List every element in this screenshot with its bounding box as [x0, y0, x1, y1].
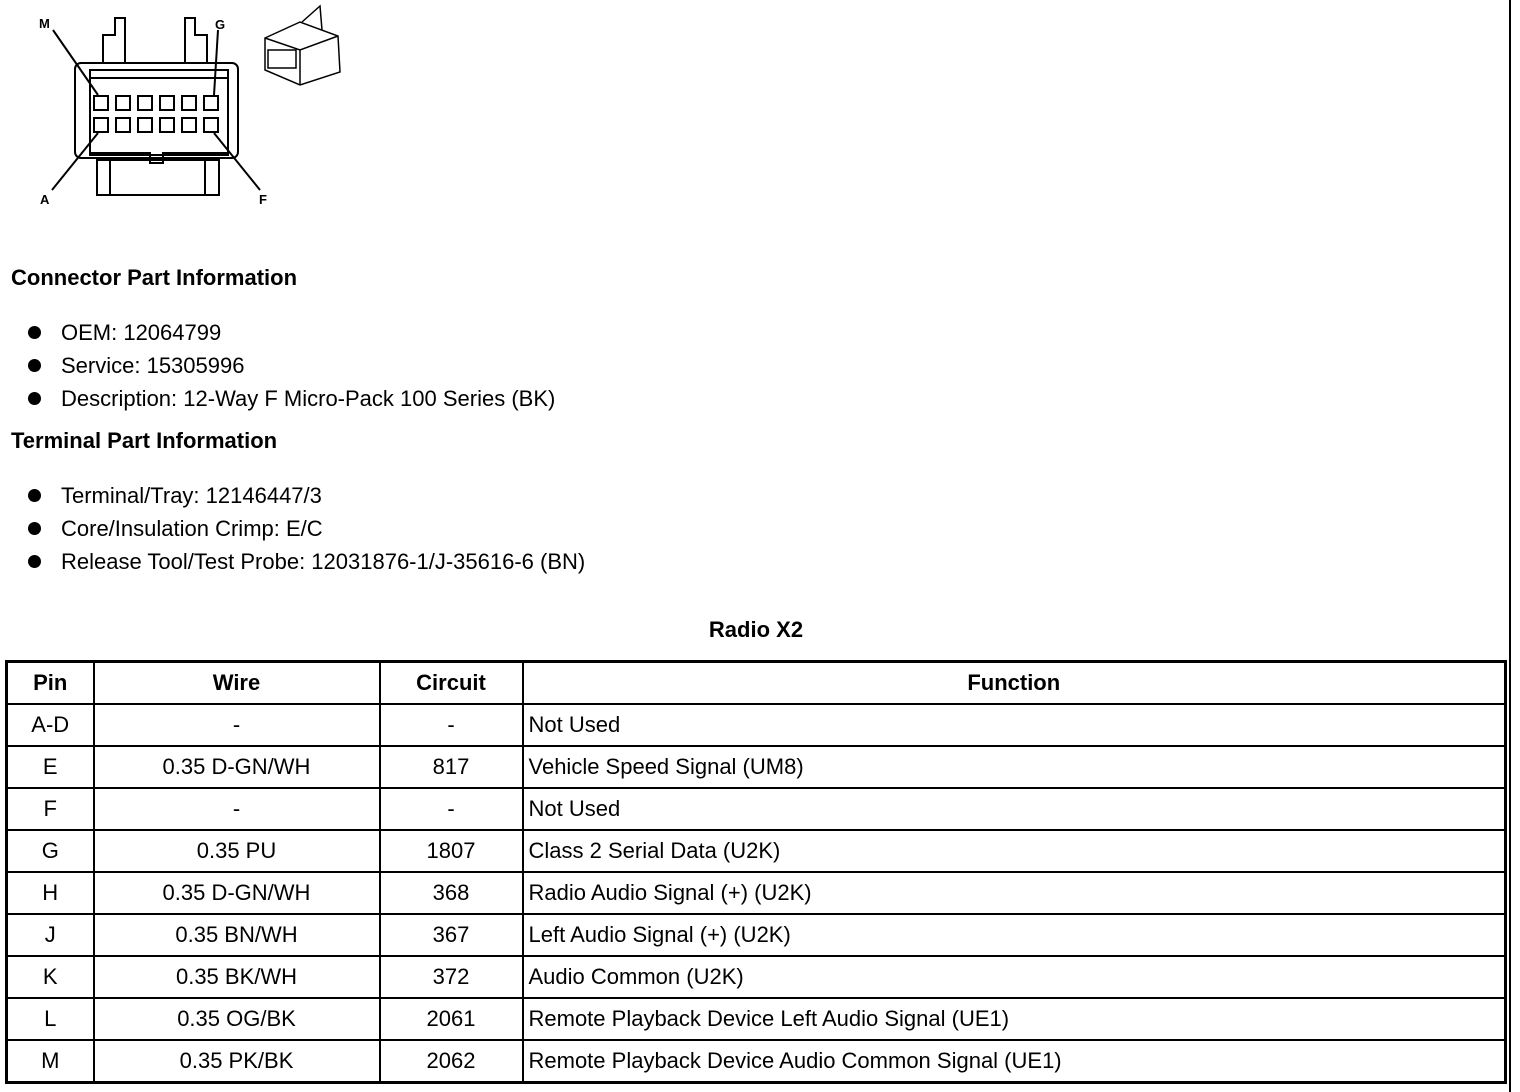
connector-info-heading: Connector Part Information	[11, 265, 298, 290]
cell-pin: K	[5, 955, 95, 999]
terminal-cavities	[93, 95, 219, 133]
bullet-icon	[28, 555, 41, 568]
terminal-info-list: Terminal/Tray: 12146447/3 Core/Insulatio…	[28, 479, 585, 578]
list-item: Core/Insulation Crimp: E/C	[28, 512, 585, 545]
cell-function: Not Used	[521, 787, 1507, 831]
item-text: Service: 15305996	[61, 353, 245, 378]
item-text: OEM: 12064799	[61, 320, 222, 345]
list-item: Release Tool/Test Probe: 12031876-1/J-35…	[28, 545, 585, 578]
label-a: A	[40, 192, 50, 207]
table-row: K 0.35 BK/WH 372 Audio Common (U2K)	[5, 955, 1507, 999]
table-row: H 0.35 D-GN/WH 368 Radio Audio Signal (+) (…	[5, 871, 1507, 915]
bullet-icon	[28, 359, 41, 372]
table-title: Radio X2	[708, 617, 804, 642]
list-item: Description: 12-Way F Micro-Pack 100 Ser…	[28, 382, 555, 415]
cell-pin: F	[5, 787, 95, 831]
table-row: G 0.35 PU 1807 Class 2 Serial Data (U2K)	[5, 829, 1507, 873]
cell-wire: -	[92, 787, 381, 831]
cell-function: Left Audio Signal (+) (U2K)	[521, 913, 1507, 957]
list-item: OEM: 12064799	[28, 316, 555, 349]
item-text: Terminal/Tray: 12146447/3	[61, 483, 322, 508]
connector-iso-icon	[264, 4, 341, 86]
cell-function: Radio Audio Signal (+) (U2K)	[521, 871, 1507, 915]
cell-circuit: 2062	[378, 1039, 524, 1084]
list-item: Terminal/Tray: 12146447/3	[28, 479, 585, 512]
item-text: Core/Insulation Crimp: E/C	[61, 516, 323, 541]
cell-circuit: -	[378, 703, 524, 747]
cell-wire: -	[92, 703, 381, 747]
cell-wire: 0.35 BK/WH	[92, 955, 381, 999]
cell-wire: 0.35 D-GN/WH	[92, 871, 381, 915]
cell-wire: 0.35 BN/WH	[92, 913, 381, 957]
list-item: Service: 15305996	[28, 349, 555, 382]
cell-wire: 0.35 D-GN/WH	[92, 745, 381, 789]
label-m: M	[39, 16, 50, 31]
table-row: M 0.35 PK/BK 2062 Remote Playback Device Au…	[5, 1039, 1507, 1084]
cell-function: Vehicle Speed Signal (UM8)	[521, 745, 1507, 789]
cell-pin: M	[5, 1039, 95, 1084]
pinout-table: Pin Wire Circuit Function A-D - - Not Used E…	[5, 660, 1507, 1084]
connector-drawing: M G A F	[39, 4, 341, 207]
cell-circuit: 1807	[378, 829, 524, 873]
label-f: F	[259, 192, 267, 207]
terminal-info-heading: Terminal Part Information	[11, 428, 278, 453]
header-circuit: Circuit	[378, 660, 524, 705]
cell-pin: A-D	[5, 703, 95, 747]
item-text: Description: 12-Way F Micro-Pack 100 Ser…	[61, 386, 556, 411]
cell-function: Audio Common (U2K)	[521, 955, 1507, 999]
cell-circuit: -	[378, 787, 524, 831]
table-row: F - - Not Used	[5, 787, 1507, 831]
cell-function: Class 2 Serial Data (U2K)	[521, 829, 1507, 873]
table-header-row: Pin Wire Circuit Function	[5, 660, 1507, 705]
table-row: L 0.35 OG/BK 2061 Remote Playback Device Le…	[5, 997, 1507, 1041]
cell-wire: 0.35 PK/BK	[92, 1039, 381, 1084]
bullet-icon	[28, 392, 41, 405]
cell-pin: G	[5, 829, 95, 873]
bullet-icon	[28, 489, 41, 502]
page-border	[1509, 0, 1511, 1092]
cell-pin: H	[5, 871, 95, 915]
cell-circuit: 368	[378, 871, 524, 915]
header-pin: Pin	[5, 660, 95, 705]
cell-circuit: 367	[378, 913, 524, 957]
table-row: A-D - - Not Used	[5, 703, 1507, 747]
bullet-icon	[28, 326, 41, 339]
cell-wire: 0.35 OG/BK	[92, 997, 381, 1041]
cell-circuit: 372	[378, 955, 524, 999]
cell-wire: 0.35 PU	[92, 829, 381, 873]
cell-circuit: 2061	[378, 997, 524, 1041]
connector-info-list: OEM: 12064799 Service: 15305996 Descript…	[28, 316, 555, 415]
header-function: Function	[521, 660, 1507, 705]
cell-function: Remote Playback Device Left Audio Signal…	[521, 997, 1507, 1041]
header-wire: Wire	[92, 660, 381, 705]
cell-function: Remote Playback Device Audio Common Sign…	[521, 1039, 1507, 1084]
table-row: J 0.35 BN/WH 367 Left Audio Signal (+) (U2K…	[5, 913, 1507, 957]
cell-circuit: 817	[378, 745, 524, 789]
cell-pin: E	[5, 745, 95, 789]
label-g: G	[215, 17, 225, 32]
cell-pin: J	[5, 913, 95, 957]
cell-pin: L	[5, 997, 95, 1041]
cell-function: Not Used	[521, 703, 1507, 747]
bullet-icon	[28, 522, 41, 535]
table-row: E 0.35 D-GN/WH 817 Vehicle Speed Signal (UM…	[5, 745, 1507, 789]
item-text: Release Tool/Test Probe: 12031876-1/J-35…	[61, 549, 586, 574]
